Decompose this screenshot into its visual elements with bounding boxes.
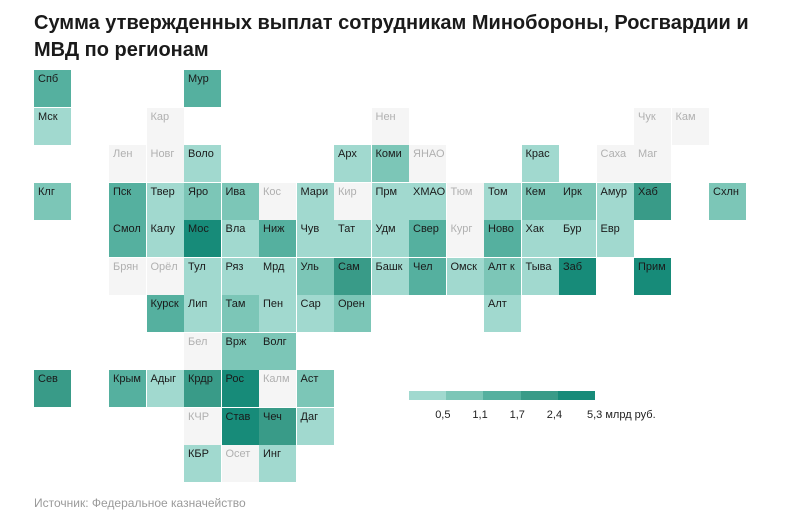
region-tile: Новг	[146, 145, 184, 182]
legend-swatch	[483, 391, 522, 400]
region-tile: КБР	[184, 445, 221, 482]
region-tile: Сам	[334, 257, 371, 295]
chart-title: Сумма утвержденных выплат сотрудникам Ми…	[34, 12, 749, 61]
legend-label: 1,1	[472, 409, 488, 421]
region-tile: Тыва	[521, 257, 559, 295]
region-tile: Евр	[596, 220, 634, 257]
region-tile: Ново	[484, 220, 521, 257]
region-tile: Чеч	[259, 407, 296, 445]
region-tile: Кем	[521, 182, 559, 220]
region-tile: Кос	[259, 182, 296, 220]
region-tile: Хаб	[634, 182, 671, 220]
legend-swatch	[446, 391, 484, 400]
region-tile: Нен	[371, 107, 409, 145]
region-tile: Схлн	[709, 182, 746, 220]
region-tile: Алт	[484, 295, 521, 332]
region-tile: Арх	[334, 145, 371, 182]
region-tile: Уль	[296, 257, 334, 295]
region-tile: Брян	[109, 257, 146, 295]
region-tile: Тат	[334, 220, 371, 257]
region-tile: Волг	[259, 332, 296, 370]
region-tile: Том	[484, 182, 521, 220]
region-tile: Лен	[109, 145, 146, 182]
region-tile: Крдр	[184, 370, 221, 407]
region-tile: Прим	[634, 257, 671, 295]
region-tile: Воло	[184, 145, 221, 182]
region-tile: Чув	[296, 220, 334, 257]
region-tile: Смол	[109, 220, 146, 257]
region-tile: Сев	[34, 370, 71, 407]
legend-label: 5,3 млрд руб.	[587, 409, 656, 421]
region-tile: Хак	[521, 220, 559, 257]
region-tile: Сар	[296, 295, 334, 332]
region-tile: Прм	[371, 182, 409, 220]
region-tile: Аст	[296, 370, 334, 407]
legend-label: 1,7	[509, 409, 525, 421]
region-tile: Алт к	[484, 257, 521, 295]
region-tile: Башк	[371, 257, 409, 295]
region-tile: ЯНАО	[409, 145, 446, 182]
region-tile: Твер	[146, 182, 184, 220]
region-tile: Осет	[221, 445, 259, 482]
region-tile: Саха	[596, 145, 634, 182]
region-tile: Кург	[446, 220, 484, 257]
region-tile: Мос	[184, 220, 221, 257]
source-note: Источник: Федеральное казначейство	[34, 496, 246, 510]
legend-swatch	[409, 391, 447, 400]
region-tile: Заб	[559, 257, 596, 295]
region-tile: Рос	[221, 370, 259, 407]
region-tile: Кир	[334, 182, 371, 220]
region-tile: Бур	[559, 220, 596, 257]
region-tile: Омск	[446, 257, 484, 295]
region-tile: Клг	[34, 182, 71, 220]
region-tile: Даг	[296, 407, 334, 445]
region-tile: Мари	[296, 182, 334, 220]
region-tile: Амур	[596, 182, 634, 220]
region-tile: Мур	[184, 70, 221, 107]
region-tile: Чук	[634, 107, 671, 145]
region-tile: ХМАО	[409, 182, 446, 220]
region-tile: Крым	[109, 370, 146, 407]
region-tile: Лип	[184, 295, 221, 332]
region-tile: Там	[221, 295, 259, 332]
region-tile: Пск	[109, 182, 146, 220]
region-tile: Вла	[221, 220, 259, 257]
region-tile: Яро	[184, 182, 221, 220]
region-tile: Калм	[259, 370, 296, 407]
region-tile: Став	[221, 407, 259, 445]
region-tile: Мрд	[259, 257, 296, 295]
region-tile: Ива	[221, 182, 259, 220]
region-tile: Адыг	[146, 370, 184, 407]
region-tile: Орен	[334, 295, 371, 332]
region-tile: Врж	[221, 332, 259, 370]
legend-swatch	[520, 391, 559, 400]
region-tile: Кар	[146, 107, 184, 145]
region-tile: Калу	[146, 220, 184, 257]
region-tile: Удм	[371, 220, 409, 257]
region-tile: Ряз	[221, 257, 259, 295]
region-tile: Тюм	[446, 182, 484, 220]
region-tile: Тул	[184, 257, 221, 295]
region-tile: Маг	[634, 145, 671, 182]
legend-label: 2,4	[546, 409, 563, 421]
region-tile: Пен	[259, 295, 296, 332]
region-tile: Бел	[184, 332, 221, 370]
region-tile: Инг	[259, 445, 296, 482]
legend-swatch	[557, 391, 596, 400]
region-tile: КЧР	[184, 407, 221, 445]
region-tile: Ниж	[259, 220, 296, 257]
region-tile: Мск	[34, 107, 71, 145]
region-tile: Коми	[371, 145, 409, 182]
region-tile: Кам	[671, 107, 709, 145]
region-tile: Крас	[521, 145, 559, 182]
legend-label: 0,5	[435, 409, 451, 421]
region-tile: Орёл	[146, 257, 184, 295]
region-tile: Чел	[409, 257, 446, 295]
region-tile: Ирк	[559, 182, 596, 220]
region-tile: Курск	[146, 295, 184, 332]
region-tile: Свер	[409, 220, 446, 257]
region-tile: Спб	[34, 70, 71, 107]
